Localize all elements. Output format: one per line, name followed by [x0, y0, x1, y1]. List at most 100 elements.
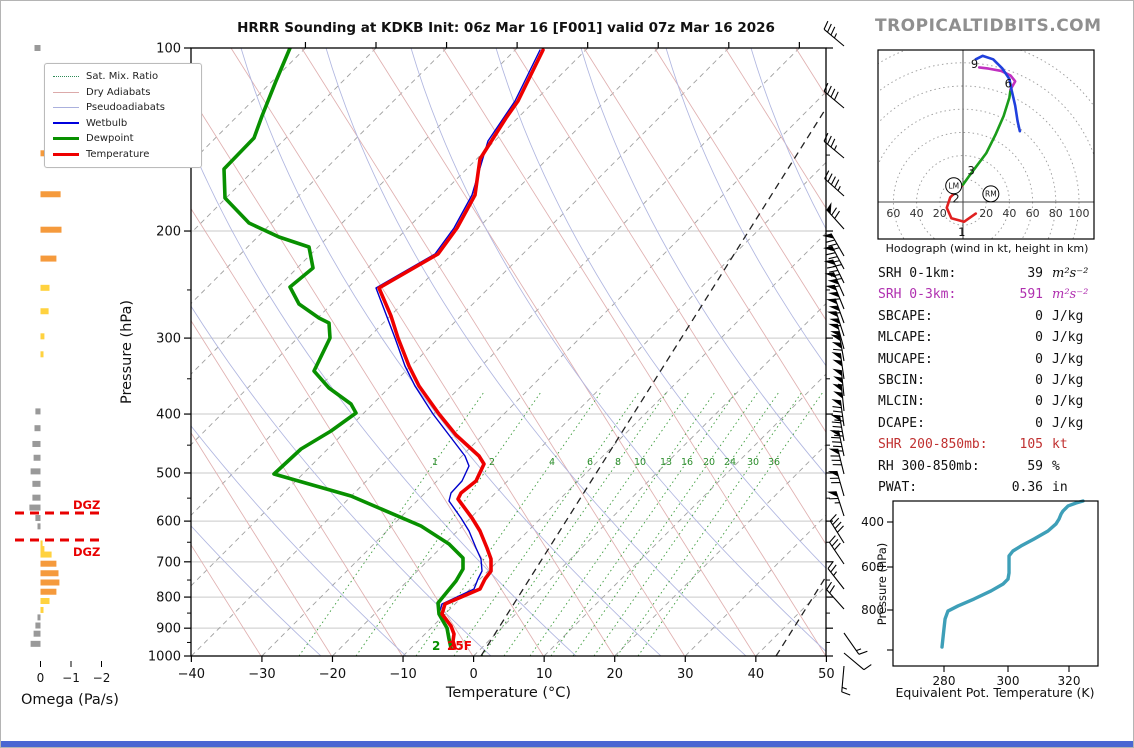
pseudoadiabat-line-icon [53, 107, 79, 109]
stat-label: SRH 0-1km: [878, 266, 957, 281]
wind-barb [831, 352, 845, 380]
temperature-tick-label: 10 [536, 667, 553, 682]
hodograph-height-label: 6 [1005, 77, 1012, 91]
omega-bar [40, 551, 52, 558]
pressure-tick-label: 600 [156, 515, 181, 530]
hodograph-axis-label: 80 [1049, 207, 1063, 220]
dry-adiabat-line-icon [53, 91, 79, 93]
temperature-tick-label: 30 [677, 667, 694, 682]
pressure-tick-label: 500 [156, 466, 181, 481]
skewt-legend: Sat. Mix. Ratio Dry Adiabats Pseudoadiab… [44, 63, 202, 168]
stat-label: SHR 200-850mb: [878, 437, 988, 453]
temperature-tick-label: −30 [248, 667, 275, 682]
stat-value: 0 [1035, 415, 1043, 431]
storm-motion-label: LM [948, 182, 959, 191]
thetae-temp-tick-label: 320 [1058, 674, 1081, 688]
legend-label: Pseudoadiabats [86, 102, 166, 114]
stat-value: 39 [1027, 266, 1043, 281]
pressure-tick-label: 100 [156, 42, 181, 57]
surface-dewpoint-label: 2 [432, 639, 441, 653]
pressure-tick-label: 700 [156, 555, 181, 570]
stat-unit: in [1052, 480, 1068, 496]
stat-label: MUCAPE: [878, 351, 933, 367]
hodograph-plot-area: 60 40 20 20 40 60 80 100 LM RM 1 23 6 9 [878, 50, 1094, 239]
mixing-ratio-label: 4 [549, 457, 555, 468]
omega-bar [35, 515, 41, 522]
wetbulb-trace [375, 49, 541, 649]
stat-unit: J/kg [1052, 351, 1084, 367]
wind-barb [829, 535, 845, 565]
stat-value: 105 [1019, 437, 1043, 453]
stat-unit: J/kg [1052, 394, 1084, 410]
stat-value: 0 [1035, 373, 1043, 389]
stat-row: PWAT: 0.36 in [878, 477, 1099, 498]
mixing-ratio-label: 1 [432, 457, 438, 468]
stat-value: 0 [1035, 330, 1043, 346]
wind-barb [841, 665, 851, 696]
omega-bar [40, 191, 61, 198]
temperature-line-icon [53, 152, 79, 156]
wind-barb [828, 448, 845, 475]
stat-unit: kt [1052, 437, 1068, 453]
omega-bar [40, 570, 59, 577]
legend-label: Dry Adiabats [86, 86, 151, 98]
wind-barb [822, 233, 845, 257]
stat-unit: J/kg [1052, 330, 1084, 346]
legend-item: Pseudoadiabats [53, 100, 195, 116]
stat-row: SBCIN: 0 J/kg [878, 370, 1099, 391]
mixing-ratio-label: 10 [634, 457, 646, 468]
stat-row: SHR 200-850mb: 105 kt [878, 434, 1099, 455]
stat-label: PWAT: [878, 480, 918, 496]
legend-item: Dewpoint [53, 131, 195, 147]
wind-barb [827, 560, 845, 590]
thetae-trace [940, 499, 1085, 649]
stat-unit: % [1052, 458, 1060, 474]
wind-barb [832, 383, 845, 412]
legend-item: Sat. Mix. Ratio [53, 69, 195, 85]
omega-bar [30, 640, 41, 647]
skewt-x-axis-label: Temperature (°C) [445, 685, 572, 701]
stat-unit: J/kg [1052, 415, 1084, 431]
tropicaltidbits-watermark: TROPICALTIDBITS.COM [875, 16, 1102, 36]
thetae-pressure-tick-label: 600 [861, 560, 884, 574]
mixing-ratio-label: 36 [768, 457, 780, 468]
omega-bar [32, 440, 41, 447]
wind-barb [823, 82, 845, 109]
omega-bar [40, 546, 45, 553]
omega-bar [34, 425, 41, 432]
wind-barb [830, 334, 845, 362]
omega-axis-label: Omega (Pa/s) [21, 692, 119, 708]
temperature-tick-label: 40 [748, 667, 765, 682]
legend-item: Dry Adiabats [53, 85, 195, 101]
dgz-lower-label: DGZ [73, 545, 101, 559]
mixing-ratio-label: 24 [724, 457, 736, 468]
omega-bar [40, 540, 43, 547]
omega-bar [40, 351, 44, 358]
storm-motion-label: RM [985, 190, 997, 199]
mixing-ratio-label: 6 [587, 457, 593, 468]
thetae-temp-tick-label: 280 [933, 674, 956, 688]
hodograph-height-label: 1 [958, 225, 965, 239]
temperature-tick-label: 20 [606, 667, 623, 682]
skewt-plot-area: 1 2 4 6 8 10 13 16 20 24 30 36 [191, 48, 826, 656]
temperature-tick-label: −20 [319, 667, 346, 682]
surface-temperature-label: 25F [447, 639, 472, 653]
legend-label: Wetbulb [86, 117, 128, 129]
hodograph-axis-label: 20 [979, 207, 993, 220]
wind-barb [824, 170, 845, 197]
temperature-tick-label: −10 [389, 667, 416, 682]
stat-value: 59 [1027, 458, 1043, 474]
sat-mix-ratio-line-icon [53, 76, 79, 78]
omega-bar [34, 45, 41, 51]
legend-label: Temperature [86, 148, 150, 160]
mixing-ratio-label: 13 [660, 457, 672, 468]
omega-bar [40, 606, 44, 613]
stat-value: 0 [1035, 351, 1043, 367]
pressure-tick-label: 200 [156, 225, 181, 240]
temperature-tick-label: −40 [178, 667, 205, 682]
thetae-temp-tick-label: 300 [997, 674, 1020, 688]
stat-row: SRH 0-1km: 39 m²s⁻² [878, 263, 1099, 284]
wind-barb [843, 632, 868, 655]
omega-bar [32, 480, 41, 487]
